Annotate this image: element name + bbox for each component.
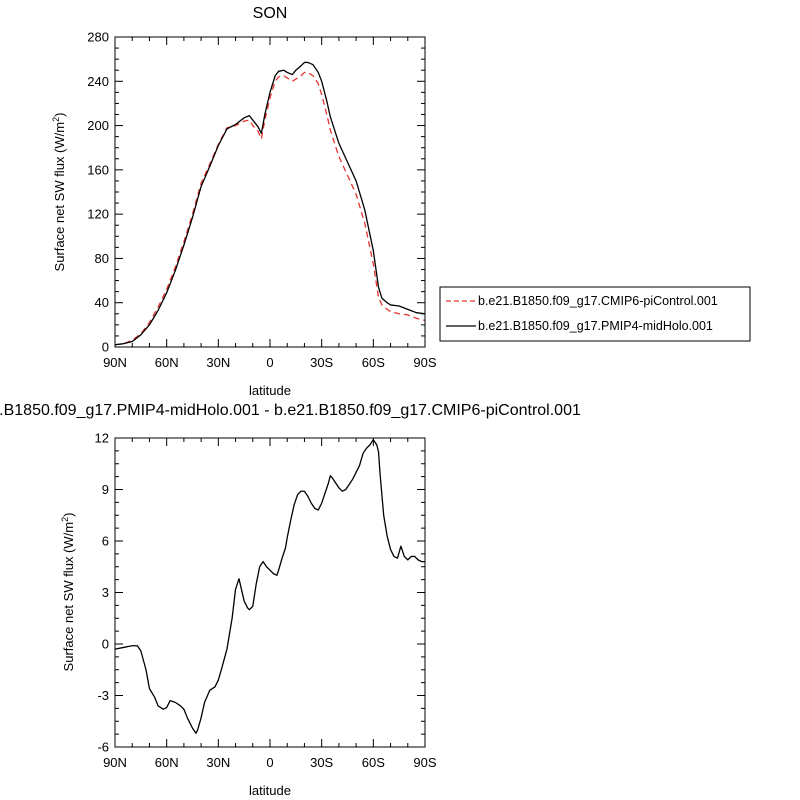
top-x-tick-label: 30N bbox=[206, 355, 230, 370]
bottom-y-tick-label: 0 bbox=[102, 637, 109, 652]
legend-label-picontrol: b.e21.B1850.f09_g17.CMIP6-piControl.001 bbox=[478, 294, 718, 308]
bottom-y-axis-label-sup: 2 bbox=[60, 517, 70, 522]
bottom-x-tick-label: 60S bbox=[362, 755, 385, 770]
top-y-axis-label-main: Surface net SW flux (W/m bbox=[52, 122, 67, 272]
top-x-axis-label: latitude bbox=[249, 383, 291, 398]
bottom-x-tick-label: 90N bbox=[103, 755, 127, 770]
legend-label-midholo: b.e21.B1850.f09_g17.PMIP4-midHolo.001 bbox=[478, 319, 713, 333]
top-x-tick-label: 60N bbox=[155, 355, 179, 370]
bottom-y-tick-label: 9 bbox=[102, 482, 109, 497]
top-chart-title: SON bbox=[253, 5, 288, 22]
top-x-tick-label: 90N bbox=[103, 355, 127, 370]
legend-box bbox=[439, 286, 751, 342]
bottom-y-axis-label-main: Surface net SW flux (W/m bbox=[61, 522, 76, 672]
bottom-y-tick-label: 12 bbox=[95, 431, 109, 446]
top-y-axis-label: Surface net SW flux (W/m2) bbox=[51, 113, 67, 272]
bottom-x-tick-label: 30S bbox=[310, 755, 333, 770]
bottom-y-axis-label: Surface net SW flux (W/m2) bbox=[60, 513, 76, 672]
top-y-tick-label: 40 bbox=[95, 295, 109, 310]
bottom-y-tick-label: 3 bbox=[102, 585, 109, 600]
top-y-tick-label: 160 bbox=[87, 162, 109, 177]
bottom-x-tick-label: 60N bbox=[155, 755, 179, 770]
bottom-y-tick-label: 6 bbox=[102, 534, 109, 549]
bottom-x-tick-label: 90S bbox=[413, 755, 436, 770]
bottom-y-tick-label: -3 bbox=[97, 688, 109, 703]
top-y-tick-label: 240 bbox=[87, 74, 109, 89]
top-y-tick-label: 120 bbox=[87, 207, 109, 222]
top-y-tick-label: 280 bbox=[87, 30, 109, 45]
bottom-x-tick-label: 0 bbox=[266, 755, 273, 770]
top-series-line-0 bbox=[114, 71, 426, 346]
top-series-line-1 bbox=[114, 61, 426, 346]
bottom-series-line-0 bbox=[114, 439, 425, 734]
top-y-tick-label: 0 bbox=[102, 340, 109, 355]
top-x-tick-label: 90S bbox=[413, 355, 436, 370]
top-y-axis-label-sup: 2 bbox=[51, 117, 61, 122]
bottom-y-tick-label: -6 bbox=[97, 740, 109, 755]
bottom-chart-title: b.e21.B1850.f09_g17.PMIP4-midHolo.001 - … bbox=[0, 402, 581, 419]
legend: b.e21.B1850.f09_g17.CMIP6-piControl.001 … bbox=[439, 286, 751, 342]
bottom-x-tick-label: 30N bbox=[206, 755, 230, 770]
bottom-y-axis-label-end: ) bbox=[61, 513, 76, 517]
bottom-x-axis-label: latitude bbox=[249, 783, 291, 798]
top-y-tick-label: 200 bbox=[87, 118, 109, 133]
top-plot-frame bbox=[114, 36, 426, 348]
bottom-panel: b.e21.B1850.f09_g17.PMIP4-midHolo.001 - … bbox=[0, 402, 581, 798]
top-x-tick-label: 30S bbox=[310, 355, 333, 370]
top-y-axis-label-end: ) bbox=[52, 113, 67, 117]
top-y-tick-label: 80 bbox=[95, 251, 109, 266]
bottom-plot-frame bbox=[114, 437, 426, 748]
top-x-tick-label: 0 bbox=[266, 355, 273, 370]
top-x-tick-label: 60S bbox=[362, 355, 385, 370]
top-panel: SON 90N 60N 30N 0 30S 60S 90S 0 40 80 120 160 200 240… bbox=[51, 5, 751, 398]
